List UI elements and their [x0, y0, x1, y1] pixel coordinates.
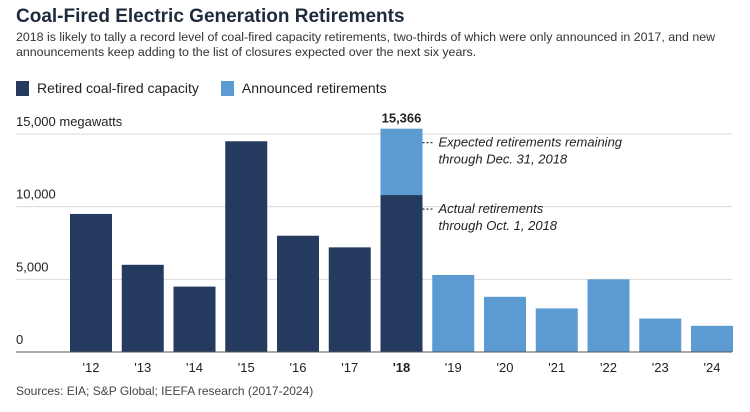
legend-item-announced: Announced retirements — [220, 80, 387, 96]
bar — [691, 325, 733, 352]
y-tick-label: 15,000 megawatts — [16, 114, 123, 129]
y-tick-label: 10,000 — [16, 187, 56, 202]
bar — [225, 141, 268, 352]
bar — [380, 128, 423, 196]
x-tick-label: '21 — [548, 360, 565, 375]
x-tick-label: '13 — [134, 360, 151, 375]
bar — [639, 318, 682, 352]
bar — [328, 247, 371, 352]
source-note: Sources: EIA; S&P Global; IEEFA research… — [16, 384, 314, 398]
bar — [535, 308, 578, 352]
y-tick-label: 5,000 — [16, 259, 49, 274]
legend: Retired coal-fired capacity Announced re… — [16, 80, 409, 96]
x-tick-label: '23 — [652, 360, 669, 375]
bar — [70, 213, 112, 352]
bar — [121, 264, 164, 352]
bar — [173, 286, 216, 352]
y-tick-label: 0 — [16, 332, 23, 347]
bar-value-label: 15,366 — [382, 111, 422, 126]
x-tick-label: '20 — [497, 360, 514, 375]
x-tick-label: '24 — [704, 360, 721, 375]
x-tick-label: '22 — [600, 360, 617, 375]
bar — [432, 274, 475, 352]
legend-swatch-retired — [16, 80, 29, 96]
legend-swatch-announced — [220, 80, 234, 96]
x-tick-label: '12 — [83, 360, 100, 375]
x-tick-label: '17 — [341, 360, 358, 375]
annotation-text: through Oct. 1, 2018 — [439, 218, 558, 233]
chart-title: Coal-Fired Electric Generation Retiremen… — [16, 6, 405, 27]
bar — [380, 195, 423, 352]
annotation-text: Expected retirements remaining — [439, 135, 623, 150]
legend-item-retired: Retired coal-fired capacity — [16, 80, 199, 96]
annotation-text: through Dec. 31, 2018 — [439, 152, 568, 167]
x-tick-label: '19 — [445, 360, 462, 375]
x-tick-label: '18 — [393, 360, 411, 375]
bar — [484, 296, 526, 352]
x-tick-label: '14 — [186, 360, 203, 375]
legend-label-announced: Announced retirements — [241, 80, 387, 96]
annotation-text: Actual retirements — [438, 201, 544, 216]
x-tick-label: '15 — [238, 360, 255, 375]
x-tick-label: '16 — [290, 360, 307, 375]
bar — [277, 235, 319, 352]
legend-label-retired: Retired coal-fired capacity — [37, 80, 199, 96]
bar — [587, 279, 630, 352]
chart-subtitle: 2018 is likely to tally a record level o… — [16, 30, 716, 59]
